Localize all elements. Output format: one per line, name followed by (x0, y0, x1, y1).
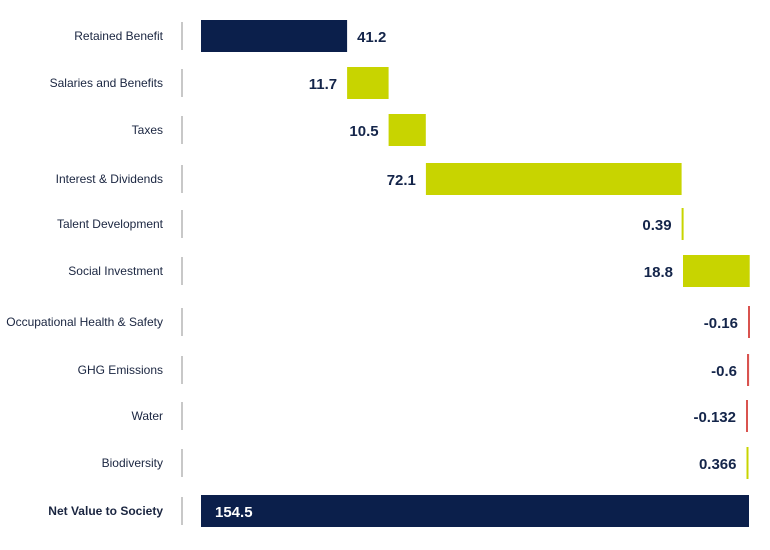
bar-social-investment (683, 255, 750, 287)
value-labels: 41.2 11.7 10.5 72.1 0.39 18.8 -0.16 -0.6 -0.132 0… (215, 29, 738, 521)
value-label-social-investment: 18.8 (644, 264, 673, 281)
category-label-salaries-and-benefits: Salaries and Benefits (50, 76, 163, 90)
bar-water (746, 400, 748, 432)
bar-biodiversity (746, 447, 749, 479)
value-label-net-value-to-society: 154.5 (215, 504, 253, 521)
bar-taxes (388, 114, 426, 146)
bar-salaries-and-benefits (347, 67, 389, 99)
value-label-occupational-health-and-safety: -0.16 (704, 315, 738, 332)
category-label-ghg-emissions: GHG Emissions (78, 363, 163, 377)
category-label-social-investment: Social Investment (68, 264, 163, 278)
bar-retained-benefit (201, 20, 348, 52)
value-label-ghg-emissions: -0.6 (711, 363, 737, 380)
category-label-biodiversity: Biodiversity (102, 456, 163, 470)
value-label-retained-benefit: 41.2 (357, 29, 386, 46)
bar-net-value-to-society (201, 495, 749, 527)
category-label-net-value-to-society: Net Value to Society (48, 504, 163, 518)
category-label-water: Water (131, 409, 163, 423)
value-label-talent-development: 0.39 (642, 217, 671, 234)
category-label-occupational-health-and-safety: Occupational Health & Safety (6, 315, 163, 329)
bar-interest-and-dividends (425, 163, 682, 195)
bars (201, 20, 750, 527)
bar-ghg-emissions (747, 354, 750, 386)
bar-occupational-health-and-safety (748, 306, 750, 338)
value-label-interest-and-dividends: 72.1 (387, 172, 416, 189)
value-label-biodiversity: 0.366 (699, 456, 737, 473)
bar-talent-development (681, 208, 684, 240)
category-label-talent-development: Talent Development (57, 217, 164, 231)
category-label-retained-benefit: Retained Benefit (74, 29, 163, 43)
value-label-taxes: 10.5 (349, 123, 378, 140)
category-label-taxes: Taxes (132, 123, 163, 137)
value-label-water: -0.132 (693, 409, 736, 426)
category-labels: Retained Benefit Salaries and Benefits Tax… (6, 29, 163, 518)
value-label-salaries-and-benefits: 11.7 (309, 76, 337, 93)
category-label-interest-and-dividends: Interest & Dividends (56, 172, 163, 186)
